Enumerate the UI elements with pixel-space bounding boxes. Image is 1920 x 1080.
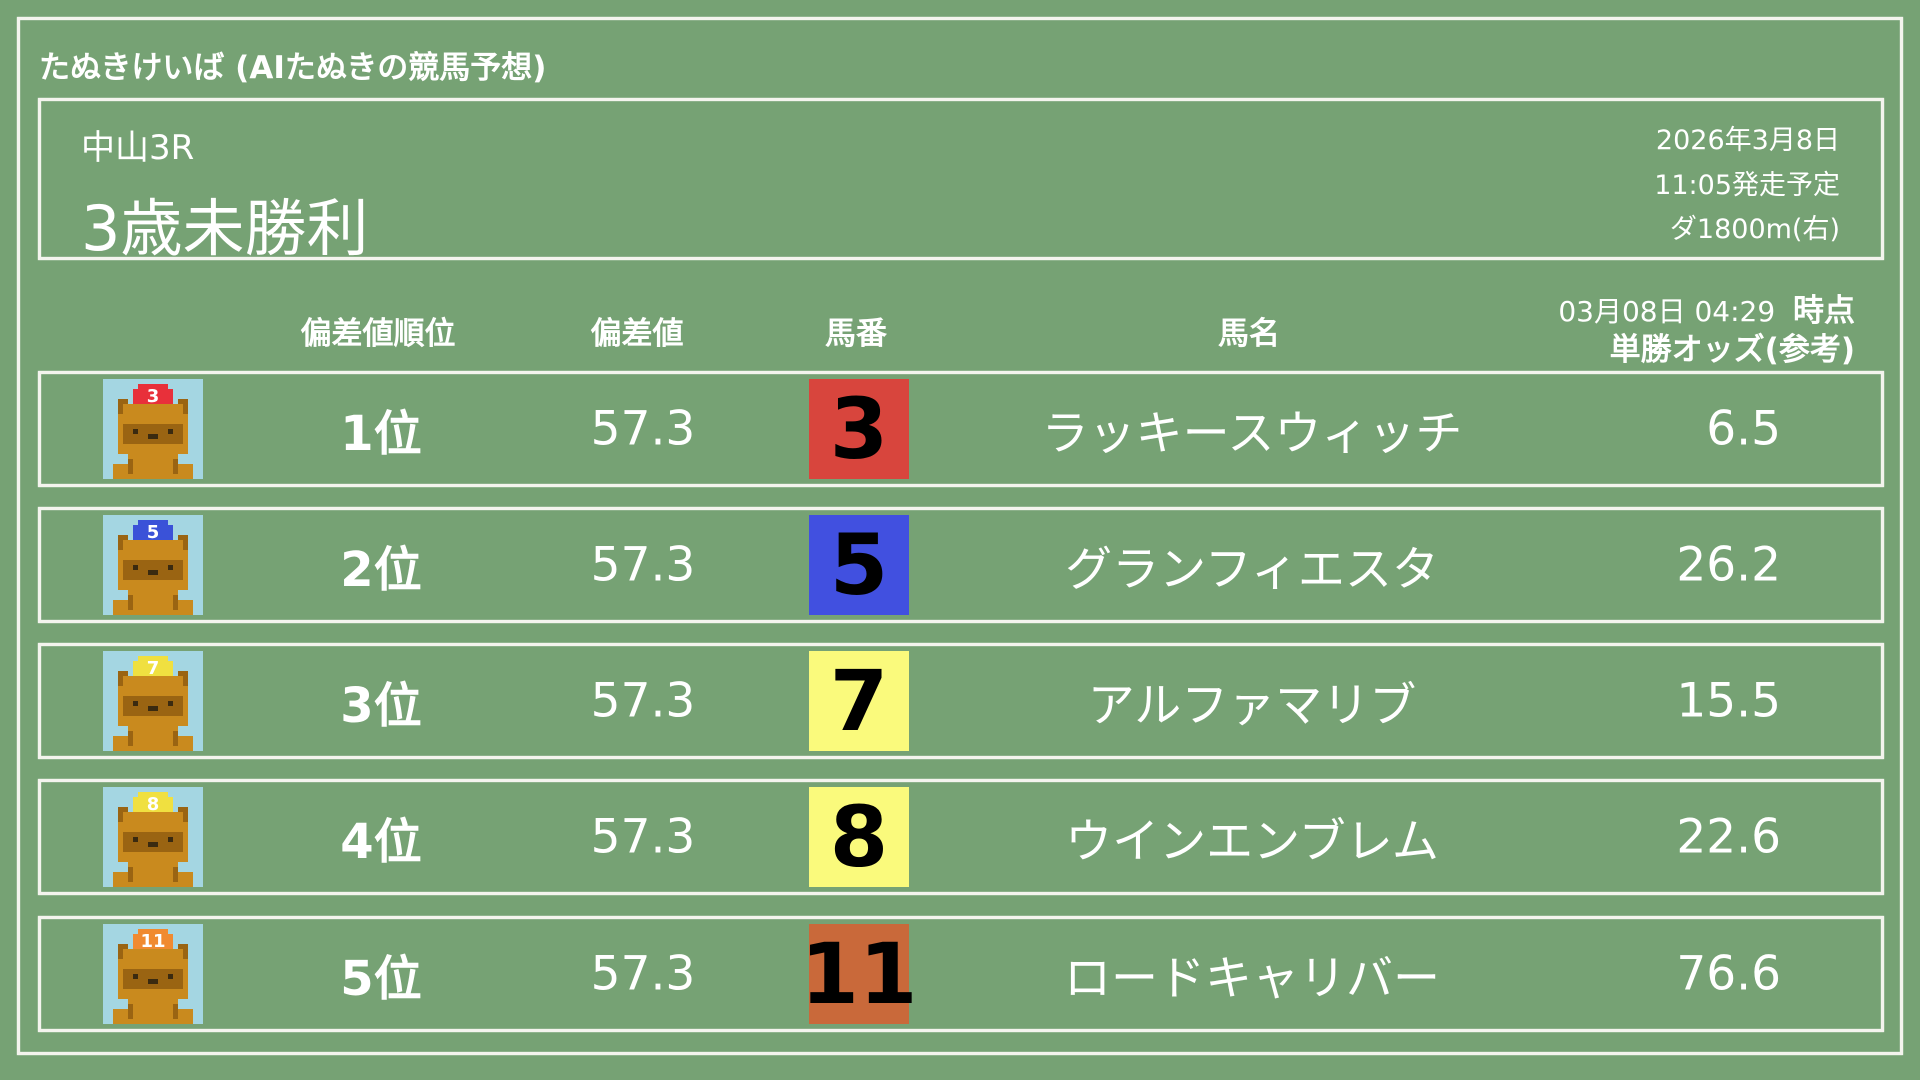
outer-frame: [17, 17, 1903, 1055]
odds-cell: 6.5: [1706, 401, 1781, 457]
odds-cell: 26.2: [1676, 537, 1781, 593]
column-header-number: 馬番: [825, 316, 887, 352]
horse-number-badge: 11: [800, 924, 918, 1024]
race-date: 2026年3月8日: [1655, 125, 1840, 156]
app-title: たぬきけいば (AIたぬきの競馬予想): [39, 50, 547, 86]
tanuki-jockey-icon: 11: [103, 924, 203, 1024]
table-row: 8 4位 57.3 8 ウインエンブレム 22.6: [38, 779, 1884, 895]
deviation-cell: 57.3: [590, 673, 696, 729]
race-name: 3歳未勝利: [81, 192, 369, 265]
rank-cell: 2位: [340, 542, 422, 598]
table-row: 3 1位 57.3 3 ラッキースウィッチ 6.5: [38, 371, 1884, 487]
odds-timestamp: 03月08日 04:29: [1558, 295, 1776, 328]
horse-number-badge: 8: [809, 787, 909, 887]
race-venue-round: 中山3R: [81, 128, 195, 168]
horse-name-cell: ラッキースウィッチ: [1041, 406, 1463, 462]
column-header-deviation: 偏差値: [590, 316, 684, 352]
horse-number-badge: 3: [809, 379, 909, 479]
svg-text:5: 5: [147, 522, 160, 543]
tanuki-jockey-icon: 5: [103, 515, 203, 615]
horse-name-cell: グランフィエスタ: [1065, 542, 1439, 598]
column-header-rank: 偏差値順位: [300, 316, 456, 352]
horse-number-badge: 5: [809, 515, 909, 615]
svg-text:11: 11: [140, 931, 165, 952]
odds-cell: 15.5: [1676, 673, 1781, 729]
deviation-cell: 57.3: [590, 809, 696, 865]
rank-cell: 3位: [340, 678, 422, 734]
race-course: ダ1800m(右): [1669, 214, 1840, 245]
deviation-cell: 57.3: [590, 537, 696, 593]
horse-name-cell: ウインエンブレム: [1065, 814, 1439, 870]
deviation-cell: 57.3: [590, 946, 696, 1002]
horse-name-cell: ロードキャリバー: [1064, 951, 1440, 1007]
table-row: 11 5位 57.3 11 ロードキャリバー 76.6: [38, 916, 1884, 1032]
rank-cell: 5位: [340, 951, 422, 1007]
horse-name-cell: アルファマリブ: [1087, 678, 1417, 734]
deviation-cell: 57.3: [590, 401, 696, 457]
tanuki-jockey-icon: 8: [103, 787, 203, 887]
odds-label: 単勝オッズ(参考): [1609, 332, 1855, 368]
table-row: 5 2位 57.3 5 グランフィエスタ 26.2: [38, 507, 1884, 623]
odds-timestamp-suffix: 時点: [1793, 293, 1855, 329]
rank-cell: 4位: [340, 814, 422, 870]
svg-text:8: 8: [147, 794, 160, 815]
column-header-odds: 03月08日 04:29 時点 単勝オッズ(参考): [1558, 292, 1855, 370]
svg-text:3: 3: [147, 386, 160, 407]
race-header-box: [38, 98, 1884, 260]
table-row: 7 3位 57.3 7 アルファマリブ 15.5: [38, 643, 1884, 759]
tanuki-jockey-icon: 7: [103, 651, 203, 751]
tanuki-jockey-icon: 3: [103, 379, 203, 479]
odds-cell: 76.6: [1676, 946, 1781, 1002]
rank-cell: 1位: [340, 406, 422, 462]
column-header-horse-name: 馬名: [1218, 316, 1280, 352]
svg-text:7: 7: [147, 658, 160, 679]
horse-number-badge: 7: [809, 651, 909, 751]
odds-cell: 22.6: [1676, 809, 1781, 865]
race-post-time: 11:05発走予定: [1654, 170, 1840, 201]
